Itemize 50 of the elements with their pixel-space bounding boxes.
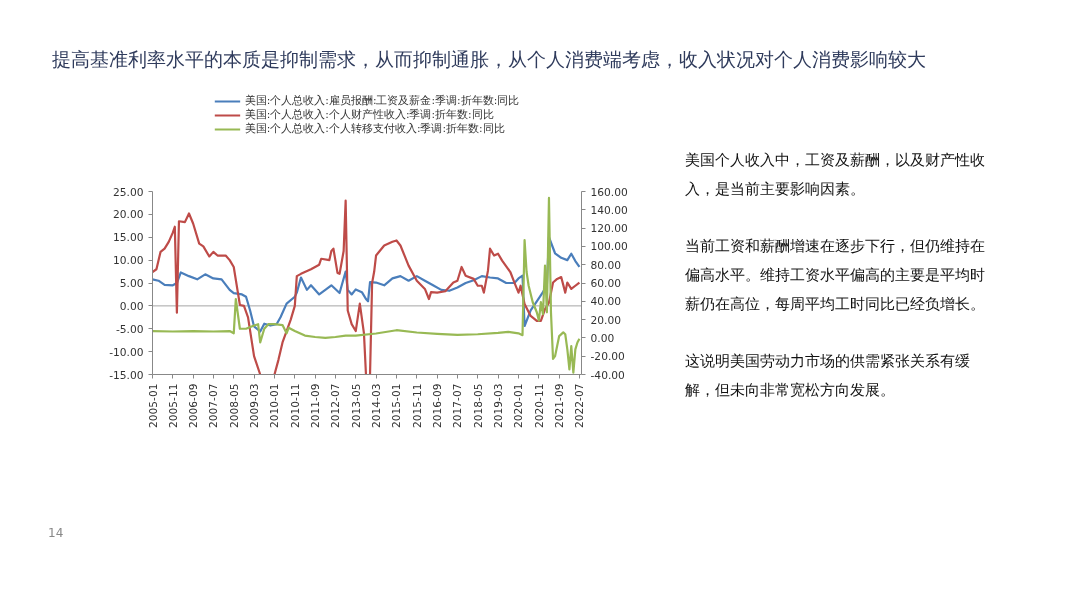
y-tick-label: 0.00 (119, 299, 144, 313)
x-tick-label: 2005-11 (166, 383, 180, 429)
x-tick-label: 2006-09 (187, 383, 201, 429)
x-tick-label: 2020-11 (532, 383, 546, 429)
y2-tick-label: -40.00 (590, 368, 626, 382)
x-tick-label: 2017-07 (451, 383, 465, 429)
x-tick-label: 2019-03 (492, 383, 506, 429)
y2-tick-label: -20.00 (590, 350, 626, 364)
y-tick-label: 20.00 (112, 208, 144, 222)
y-tick-label: 10.00 (112, 254, 144, 268)
y2-tick-label: 40.00 (590, 295, 622, 309)
x-tick-label: 2011-09 (309, 383, 323, 429)
x-tick-label: 2020-01 (512, 383, 526, 429)
y2-tick-label: 80.00 (590, 258, 622, 272)
x-tick-label: 2012-07 (329, 383, 343, 429)
y2-tick-label: 20.00 (590, 313, 622, 327)
x-tick-label: 2022-07 (573, 383, 587, 429)
y-tick-label: -15.00 (109, 368, 144, 382)
text: 这说明美国劳动力市场的供需紧张关系有缓解，但未向非常宽松方向发展。 (685, 351, 971, 401)
x-tick-label: 2010-01 (268, 383, 282, 429)
y-tick-label: -10.00 (109, 345, 144, 359)
x-tick-label: 2014-03 (370, 383, 384, 429)
x-tick-label: 2010-11 (288, 383, 302, 429)
x-tick-label: 2007-07 (207, 383, 221, 429)
x-tick-label: 2016-09 (431, 383, 445, 429)
y-tick-label: 15.00 (112, 231, 144, 245)
y2-tick-label: 0.00 (590, 331, 615, 345)
x-tick-label: 2009-03 (248, 383, 262, 429)
y2-tick-label: 120.00 (590, 222, 629, 236)
legend-label: 美国:个人总收入:个人财产性收入:季调:折年数:同比 (244, 108, 494, 122)
y-tick-label: -5.00 (115, 322, 144, 336)
y2-tick-label: 100.00 (590, 240, 629, 254)
x-tick-label: 2013-05 (349, 383, 363, 429)
x-tick-label: 2005-01 (146, 383, 160, 429)
text: 当前工资和薪酬增速在逐步下行，但仍维持在偏高水平。维持工资水平偏高的主要是平均时薪仍在高位，每周平均工时同比已经负增长。 (685, 236, 986, 315)
y2-tick-label: 160.00 (590, 185, 629, 199)
text: 美国个人收入中，工资及薪酬，以及财产性收入，是当前主要影响因素。 (685, 150, 986, 200)
y2-tick-label: 140.00 (590, 203, 629, 217)
x-tick-label: 2015-11 (410, 383, 424, 429)
legend-label: 美国:个人总收入:个人转移支付收入:季调:折年数:同比 (244, 122, 505, 136)
x-tick-label: 2008-05 (227, 383, 241, 429)
y-tick-label: 25.00 (112, 185, 144, 199)
y-tick-label: 5.00 (119, 277, 144, 290)
x-tick-label: 2015-01 (390, 383, 404, 429)
text: 14 (48, 525, 64, 542)
y2-tick-label: 60.00 (590, 277, 622, 290)
legend-label: 美国:个人总收入:雇员报酬:工资及薪金:季调:折年数:同比 (244, 94, 520, 108)
chart-title: 提高基准利率水平的本质是抑制需求，从而抑制通胀，从个人消费端考虑，收入状况对个人消费影响较大 (52, 47, 926, 72)
x-tick-label: 2021-09 (553, 383, 567, 429)
x-tick-label: 2018-05 (471, 383, 485, 429)
